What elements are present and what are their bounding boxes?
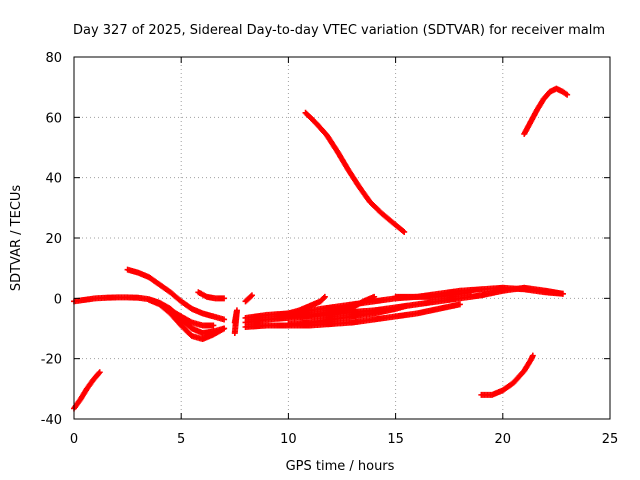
data-point [96,369,103,376]
data-point [221,316,228,323]
data-point [456,301,463,308]
data-point [321,293,328,300]
y-tick-label: -20 [41,353,62,368]
x-tick-label: 20 [495,432,512,447]
data-point [403,302,410,309]
x-tick-label: 0 [70,432,78,447]
data-point [248,292,255,299]
data-point [95,370,102,377]
data-point [231,330,238,337]
data-point [221,325,228,332]
data-point [400,228,407,235]
y-tick-label: 0 [54,292,62,307]
data-point [210,322,217,329]
x-tick-label: 25 [602,432,619,447]
data-point [371,293,378,300]
data-point [467,289,474,296]
data-point [401,228,408,235]
data-point [221,295,228,302]
data-layer [71,85,571,412]
y-tick-label: 40 [45,172,62,187]
x-axis-label: GPS time / hours [286,459,395,474]
data-point [529,352,536,359]
data-point [320,294,327,301]
data-point [559,290,566,297]
tick-layer [73,56,611,420]
chart-title: Day 327 of 2025, Sidereal Day-to-day VTE… [73,23,605,38]
grid-layer [74,57,610,419]
x-tick-label: 5 [177,432,185,447]
y-tick-label: 20 [45,232,62,247]
y-tick-label: -40 [41,413,62,428]
data-point [564,91,571,98]
x-tick-label: 15 [387,432,404,447]
y-tick-label: 60 [45,111,62,126]
x-tick-label: 10 [280,432,297,447]
y-tick-label: 80 [45,51,62,66]
data-point [247,293,254,300]
y-axis-label: SDTVAR / TECUs [9,185,24,292]
tick-label-layer: 0 5 10 15 20 25 -40 -20 0 20 40 60 80 [41,51,619,447]
